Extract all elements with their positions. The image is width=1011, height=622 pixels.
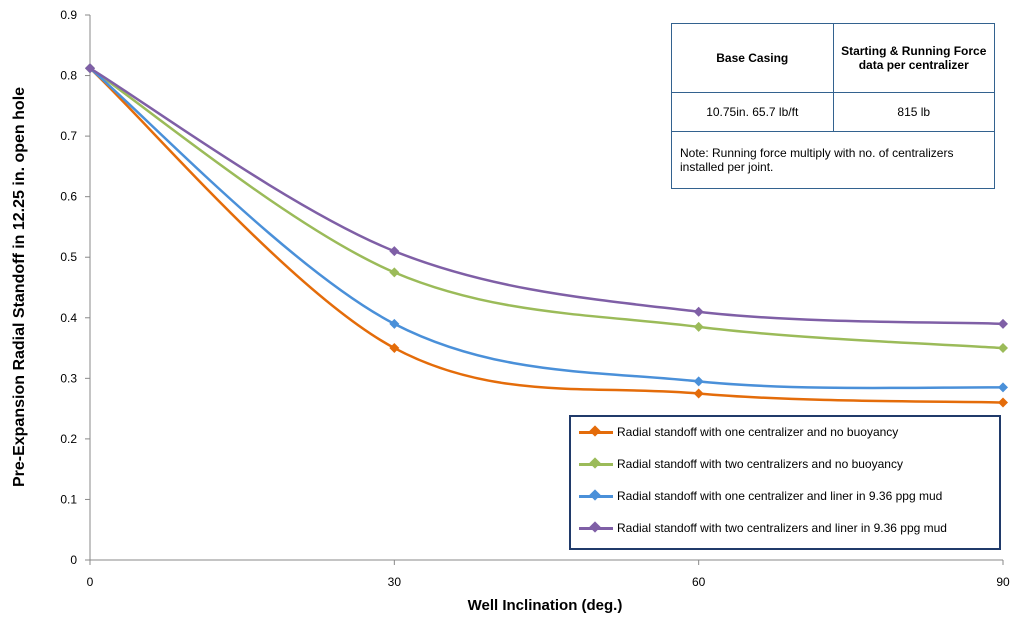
x-tick-label: 30 — [388, 575, 402, 589]
info-table: Base Casing Starting & Running Force dat… — [671, 23, 995, 189]
series-1-point — [998, 397, 1008, 408]
legend-item: Radial standoff with one centralizer and… — [579, 425, 898, 439]
legend-item: Radial standoff with two centralizers an… — [579, 521, 947, 535]
y-tick-label: 0.3 — [60, 371, 77, 385]
series-1-line — [89, 67, 1004, 404]
axes: 0 0.1 0.2 0.3 0.4 0.5 0.6 0.7 0.8 0.9 0 30 60 90 — [60, 8, 1010, 589]
legend-label: Radial standoff with one centralizer and… — [617, 425, 899, 439]
base-casing-value: 10.75in. 65.7 lb/ft — [671, 92, 834, 132]
series-3-point — [693, 376, 704, 387]
legend-label: Radial standoff with two centralizers an… — [617, 521, 947, 535]
x-tick-label: 60 — [692, 575, 706, 589]
series-4-point — [85, 63, 95, 74]
y-tick-label: 0.5 — [60, 250, 77, 264]
series-4-line — [89, 67, 1004, 326]
legend-swatch — [579, 489, 613, 502]
y-tick-label: 0 — [70, 553, 77, 567]
series-4-point — [389, 246, 400, 257]
y-tick-label: 0.9 — [60, 8, 77, 22]
legend-label: Radial standoff with one centralizer and… — [617, 489, 943, 503]
chart-legend: Radial standoff with one centralizer and… — [569, 415, 1001, 550]
series-3-line — [89, 67, 1004, 390]
y-tick-label: 0.2 — [60, 432, 77, 446]
y-tick-label: 0.8 — [60, 69, 77, 83]
series-1-point — [389, 343, 400, 354]
x-axis-title: Well Inclination (deg.) — [468, 597, 623, 614]
force-data-header: Starting & Running Force data per centra… — [832, 23, 995, 93]
legend-swatch — [579, 457, 613, 470]
force-data-value: 815 lb — [832, 92, 995, 132]
y-tick-label: 0.6 — [60, 190, 77, 204]
table-note: Note: Running force multiply with no. of… — [671, 131, 995, 189]
y-tick-label: 0.4 — [60, 311, 77, 325]
series-1-point — [693, 388, 704, 399]
legend-label: Radial standoff with two centralizers an… — [617, 457, 903, 471]
legend-swatch — [579, 425, 613, 438]
series-4-point — [693, 306, 704, 317]
series-4 — [85, 63, 1008, 329]
series-3-point — [389, 318, 400, 329]
series-2-line — [89, 67, 1004, 350]
y-tick-label: 0.1 — [60, 492, 77, 506]
y-axis-title: Pre-Expansion Radial Standoff in 12.25 i… — [11, 87, 28, 487]
legend-swatch — [579, 521, 613, 534]
series-2-point — [389, 267, 400, 278]
x-tick-label: 0 — [87, 575, 94, 589]
series-2-point — [693, 321, 704, 332]
series-4-point — [998, 318, 1008, 329]
legend-item: Radial standoff with one centralizer and… — [579, 489, 942, 503]
series-2-point — [998, 343, 1008, 354]
x-tick-label: 90 — [996, 575, 1010, 589]
series-3-point — [998, 382, 1008, 393]
y-tick-label: 0.7 — [60, 129, 77, 143]
legend-item: Radial standoff with two centralizers an… — [579, 457, 903, 471]
series-layer — [85, 63, 1008, 408]
base-casing-header: Base Casing — [671, 23, 834, 93]
